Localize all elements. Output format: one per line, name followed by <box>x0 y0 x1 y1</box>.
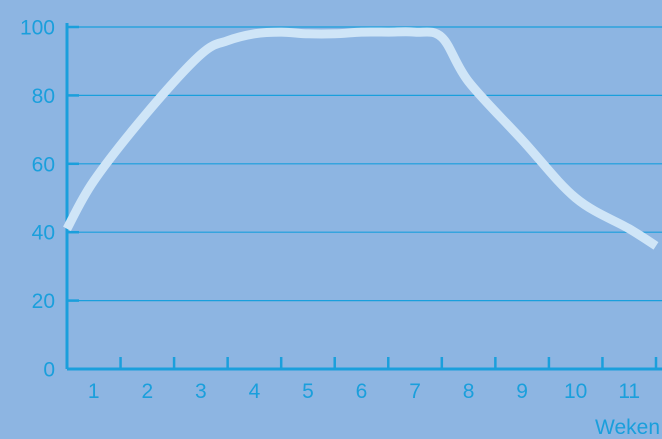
x-tick-label-10: 10 <box>564 380 587 403</box>
series-group <box>63 27 659 250</box>
x-tick-label-5: 5 <box>302 380 314 403</box>
grid-lines <box>67 26 662 302</box>
x-tick-label-11: 11 <box>618 380 640 403</box>
x-axis-label: Weken <box>595 416 660 439</box>
axes <box>65 23 662 371</box>
x-tick-label-9: 9 <box>516 380 528 403</box>
x-tick-label-8: 8 <box>463 380 475 403</box>
y-tick-label-80: 80 <box>32 85 55 108</box>
x-tick-label-3: 3 <box>195 380 207 403</box>
y-tick-label-0: 0 <box>43 359 55 382</box>
y-tick-label-60: 60 <box>32 153 55 176</box>
y-tick-label-100: 100 <box>20 17 55 40</box>
x-tick-label-4: 4 <box>249 380 261 403</box>
series-line-0 <box>63 27 659 250</box>
x-tick-label-2: 2 <box>141 380 153 403</box>
x-tick-label-6: 6 <box>356 380 368 403</box>
tick-labels: 0 20 40 60 80 100 1 2 3 4 5 6 7 8 9 10 11 <box>20 17 640 404</box>
y-tick-label-40: 40 <box>32 222 55 245</box>
x-tick-label-7: 7 <box>409 380 421 403</box>
y-tick-label-20: 20 <box>32 290 55 313</box>
x-tick-label-1: 1 <box>88 380 100 403</box>
